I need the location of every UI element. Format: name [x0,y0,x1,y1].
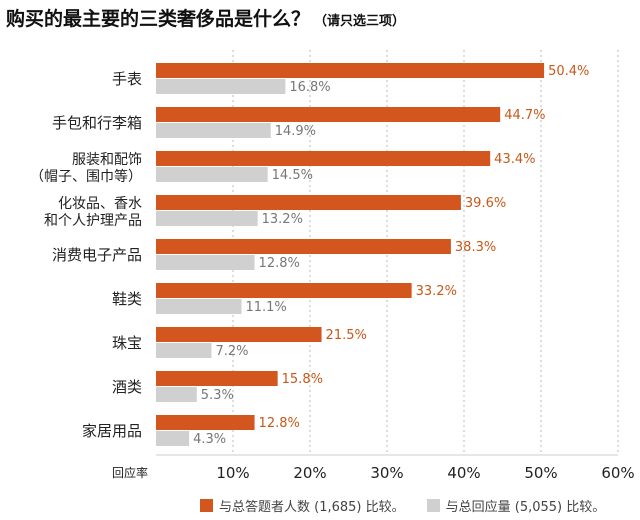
legend-item-responses: 与总回应量 (5,055) 比较。 [426,496,606,515]
x-tick-label: 50% [524,464,557,482]
category-label: 服装和配饰 [72,152,142,168]
bar-responses [156,255,255,270]
data-label-responses: 14.5% [272,168,313,183]
category-label: 手包和行李箱 [52,114,142,132]
x-axis-label: 回应率 [112,465,148,480]
data-label-responses: 11.1% [245,300,286,315]
data-label-respondents: 33.2% [416,284,457,299]
legend-swatch-responses [426,499,440,512]
category-label: 手表 [112,70,142,88]
x-tick-label: 20% [293,464,326,482]
data-label-respondents: 43.4% [494,152,535,167]
x-tick-label: 30% [370,464,403,482]
data-label-respondents: 21.5% [326,328,367,343]
legend-swatch-respondents [200,499,213,512]
category-label: 消费电子产品 [52,246,142,264]
x-tick-label: 10% [216,464,249,482]
chart-subtitle: （请只选三项） [314,14,406,29]
legend-item-respondents: 与总答题者人数 (1,685) 比较。 [200,496,405,515]
bar-respondents [156,239,451,254]
bar-responses [156,387,197,402]
legend-label-respondents: 与总答题者人数 (1,685) 比较。 [219,500,405,515]
title-row: 购买的最主要的三类奢侈品是什么？ （请只选三项） [6,4,405,31]
data-label-responses: 4.3% [193,432,226,447]
bar-respondents [156,195,461,210]
legend: 与总答题者人数 (1,685) 比较。 与总回应量 (5,055) 比较。 [200,496,627,515]
bar-responses [156,211,258,226]
bar-respondents [156,283,412,298]
bar-chart: 50.4% 16.8% 手表 44.7% 14.9% 手包和行李箱 43.4% 14.5% 服装… [30,50,635,482]
x-tick-label: 40% [447,464,480,482]
bar-responses [156,299,242,314]
bar-respondents [156,415,255,430]
chart-title: 购买的最主要的三类奢侈品是什么？ [6,8,311,30]
category-label: 珠宝 [112,334,142,352]
bar-responses [156,79,286,94]
category-label: 家居用品 [82,422,142,440]
bar-respondents [156,63,545,78]
data-label-responses: 5.3% [201,388,234,403]
data-label-respondents: 12.8% [259,416,300,431]
bar-responses [156,431,190,446]
data-label-respondents: 39.6% [465,196,506,211]
bar-responses [156,343,212,358]
data-label-responses: 13.2% [262,212,303,227]
bar-respondents [156,107,501,122]
data-label-responses: 12.8% [259,256,300,271]
bar-responses [156,167,268,182]
category-label: 化妆品、香水 [58,196,142,212]
bar-respondents [156,327,322,342]
data-label-responses: 7.2% [215,344,248,359]
data-label-responses: 16.8% [289,80,330,95]
data-label-responses: 14.9% [275,124,316,139]
data-label-respondents: 38.3% [455,240,496,255]
category-label: （帽子、围巾等） [30,168,142,185]
data-label-respondents: 50.4% [548,64,589,79]
category-label: 鞋类 [112,290,142,308]
bar-responses [156,123,271,138]
category-label: 酒类 [112,378,142,396]
data-label-respondents: 15.8% [282,372,323,387]
data-label-respondents: 44.7% [504,108,545,123]
legend-label-responses: 与总回应量 (5,055) 比较。 [445,500,606,515]
bar-respondents [156,371,278,386]
category-label: 和个人护理产品 [44,213,142,229]
x-tick-label: 60% [601,464,634,482]
bar-respondents [156,151,491,166]
